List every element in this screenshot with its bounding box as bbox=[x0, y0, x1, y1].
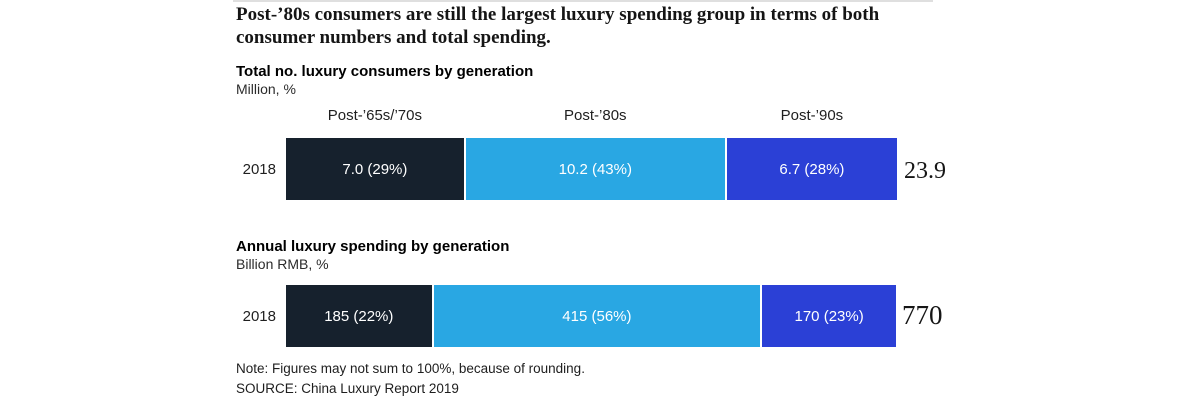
category-label-post-90s: Post-’90s bbox=[780, 107, 844, 124]
spending-total-value: 770 bbox=[902, 300, 943, 330]
spending-chart-title: Annual luxury spending by generation bbox=[236, 238, 510, 255]
source-line: SOURCE: China Luxury Report 2019 bbox=[236, 381, 459, 396]
consumers-stacked-bar: 7.0 (29%) 10.2 (43%) 6.7 (28%) bbox=[286, 138, 897, 200]
spending-chart-unit-label: Billion RMB, % bbox=[236, 256, 329, 272]
category-label-post-65s-70s: Post-’65s/’70s bbox=[327, 107, 422, 124]
consumers-segment-post-65s-70s: 7.0 (29%) bbox=[286, 138, 464, 200]
top-divider-line bbox=[233, 0, 933, 2]
spending-year-label: 2018 bbox=[242, 307, 276, 325]
spending-segment-post-65s-70s: 185 (22%) bbox=[286, 285, 432, 347]
consumers-chart-unit-label: Million, % bbox=[236, 81, 296, 97]
footnote: Note: Figures may not sum to 100%, becau… bbox=[236, 361, 585, 376]
consumers-year-label: 2018 bbox=[242, 160, 276, 178]
generation-category-labels: Post-’65s/’70s Post-’80s Post-’90s bbox=[286, 107, 897, 124]
consumers-segment-post-90s: 6.7 (28%) bbox=[726, 138, 897, 200]
spending-segment-post-80s: 415 (56%) bbox=[433, 285, 761, 347]
consumers-segment-post-80s: 10.2 (43%) bbox=[465, 138, 725, 200]
spending-segment-post-90s: 170 (23%) bbox=[762, 285, 897, 347]
consumers-chart-title: Total no. luxury consumers by generation bbox=[236, 63, 534, 80]
page-title: Post-’80s consumers are still the larges… bbox=[236, 4, 880, 48]
consumers-total-value: 23.9 bbox=[904, 158, 946, 184]
category-label-post-80s: Post-’80s bbox=[564, 107, 627, 124]
spending-stacked-bar: 185 (22%) 415 (56%) 170 (23%) bbox=[286, 285, 897, 347]
